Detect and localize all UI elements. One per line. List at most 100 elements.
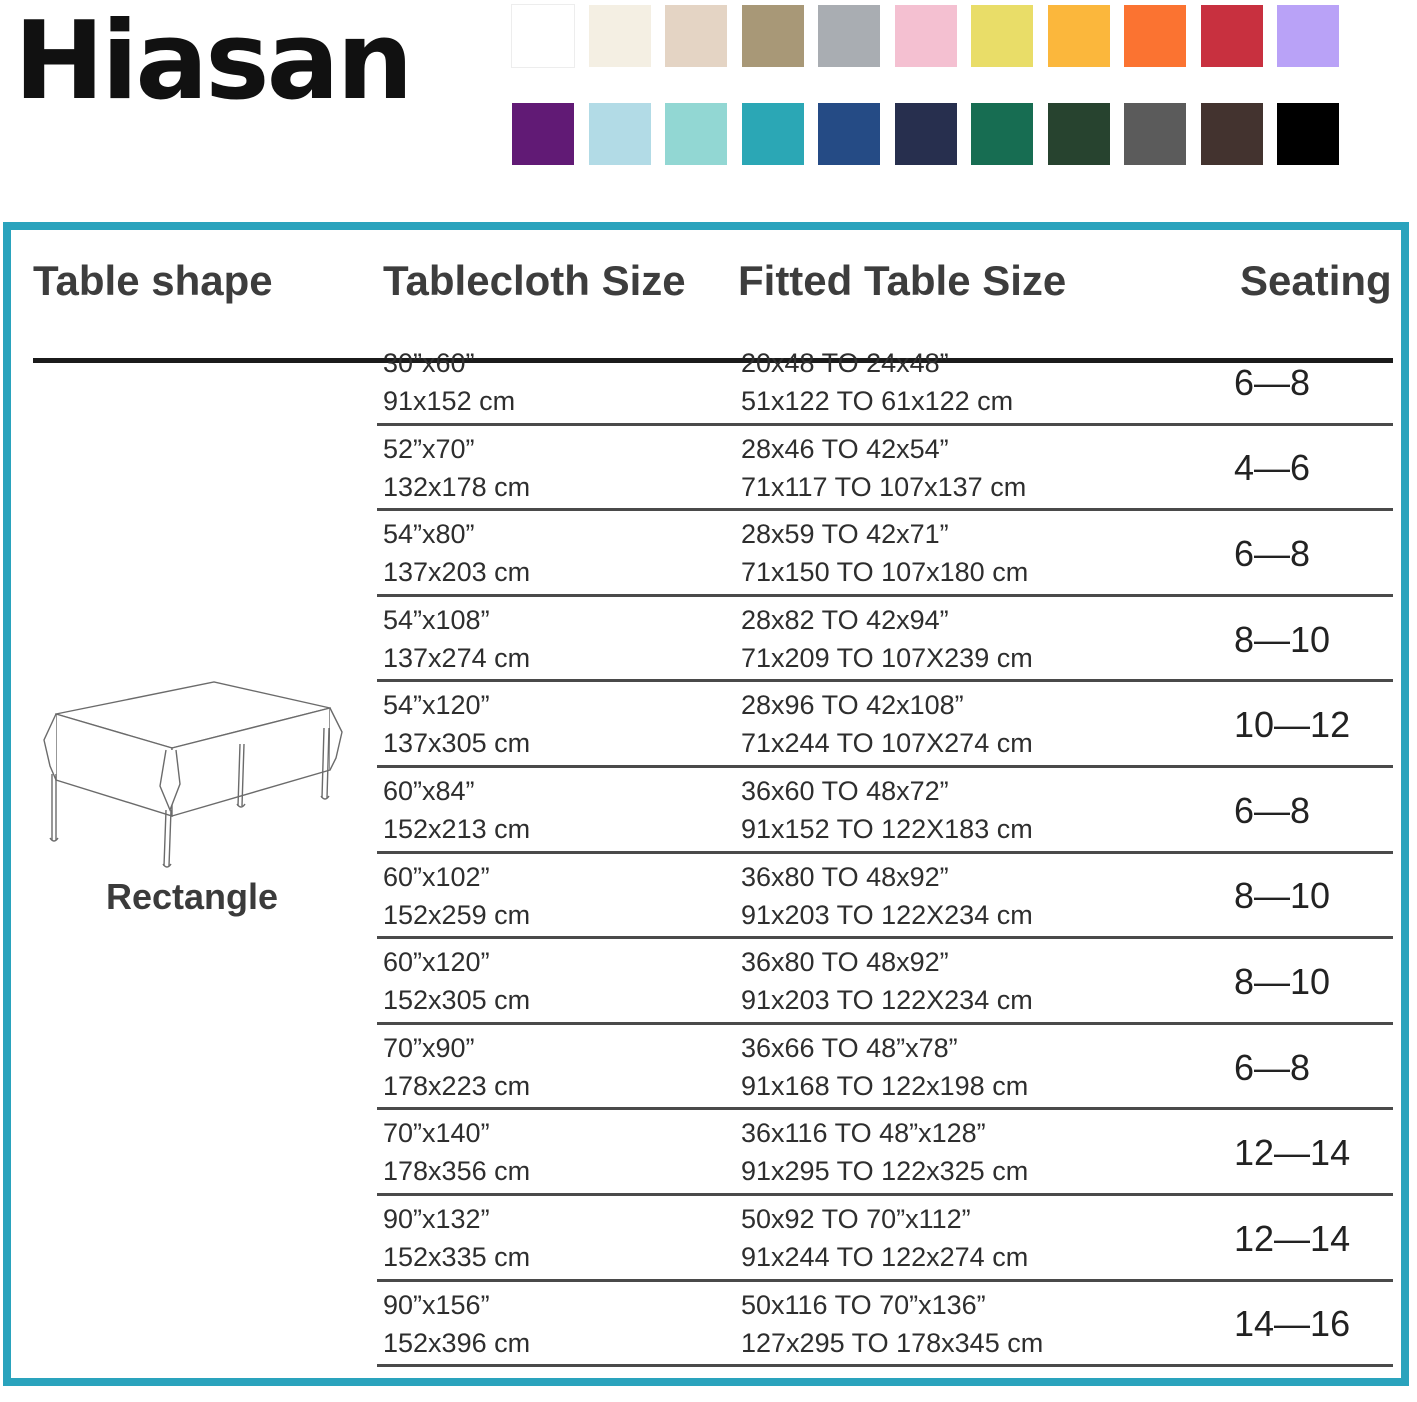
- cell-seating: 6—8: [1234, 532, 1311, 574]
- table-shape-cell: Rectangle: [17, 670, 367, 960]
- cell-tablecloth-size: 52”x70” 132x178 cm: [383, 430, 530, 506]
- fitted-table-size-inches: 36x60 TO 48x72”: [741, 775, 949, 806]
- column-header-tablecloth-size: Tablecloth Size: [383, 257, 686, 304]
- color-swatch-aqua[interactable]: [665, 103, 727, 165]
- tablecloth-size-cm: 137x305 cm: [383, 728, 531, 759]
- cell-seating: 6—8: [1234, 361, 1311, 403]
- table-row: 60”x120” 152x305 cm 36x80 TO 48x92” 91x203 …: [11, 939, 1401, 1025]
- color-swatch-row-1: [512, 5, 1417, 67]
- size-chart-rows: 30”x60” 91x152 cm 20x48 TO 24x48” 51x122 TO…: [11, 340, 1401, 1368]
- table-row: 60”x102” 152x259 cm 36x80 TO 48x92” 91x203 …: [11, 854, 1401, 940]
- fitted-table-size-cm: 71x117 TO 107x137 cm: [741, 471, 1027, 502]
- cell-tablecloth-size: 30”x60” 91x152 cm: [383, 344, 515, 420]
- tablecloth-size-inches: 30”x60”: [383, 348, 475, 378]
- fitted-table-size-inches: 28x59 TO 42x71”: [741, 519, 949, 550]
- row-divider: [377, 764, 1393, 768]
- row-divider: [377, 1364, 1393, 1368]
- row-divider: [377, 679, 1393, 683]
- cell-tablecloth-size: 54”x120” 137x305 cm: [383, 686, 530, 762]
- fitted-table-size-cm: 91x203 TO 122X234 cm: [741, 899, 1033, 930]
- color-swatch-panel: [512, 4, 1417, 170]
- fitted-table-size-inches: 36x80 TO 48x92”: [741, 861, 949, 892]
- fitted-table-size-inches: 28x96 TO 42x108”: [741, 690, 964, 721]
- table-row: 90”x156” 152x396 cm 50x116 TO 70”x136” 127x…: [11, 1282, 1401, 1368]
- color-swatch-light-blue[interactable]: [588, 103, 651, 165]
- cell-seating: 8—10: [1234, 875, 1331, 917]
- tablecloth-size-inches: 90”x132”: [383, 1203, 490, 1234]
- color-swatch-taupe[interactable]: [741, 5, 804, 67]
- rectangle-table-illustration: [43, 681, 343, 868]
- color-swatch-navy-blue[interactable]: [818, 103, 880, 165]
- row-divider: [377, 508, 1393, 512]
- tablecloth-size-cm: 152x213 cm: [383, 813, 531, 844]
- cell-tablecloth-size: 60”x120” 152x305 cm: [383, 943, 530, 1019]
- tablecloth-size-cm: 178x356 cm: [383, 1156, 531, 1187]
- color-swatch-silver-gray[interactable]: [818, 5, 880, 67]
- cell-fitted-table-size: 20x48 TO 24x48” 51x122 TO 61x122 cm: [741, 344, 1013, 420]
- fitted-table-size-inches: 28x82 TO 42x94”: [741, 604, 949, 635]
- cell-tablecloth-size: 70”x90” 178x223 cm: [383, 1029, 530, 1105]
- chart-column-headers: Table shape Tablecloth Size Fitted Table…: [11, 257, 1401, 363]
- row-divider: [377, 593, 1393, 597]
- table-row: 70”x90” 178x223 cm 36x66 TO 48”x78” 91x168 …: [11, 1025, 1401, 1111]
- color-swatch-black[interactable]: [1277, 103, 1339, 165]
- color-swatch-lavender[interactable]: [1277, 5, 1339, 67]
- cell-fitted-table-size: 28x59 TO 42x71” 71x150 TO 107x180 cm: [741, 515, 1028, 591]
- color-swatch-orange[interactable]: [1124, 5, 1186, 67]
- color-swatch-red[interactable]: [1200, 5, 1263, 67]
- fitted-table-size-cm: 71x150 TO 107x180 cm: [741, 557, 1029, 588]
- table-row: 90”x132” 152x335 cm 50x92 TO 70”x112” 91x24…: [11, 1196, 1401, 1282]
- cell-tablecloth-size: 90”x132” 152x335 cm: [383, 1200, 530, 1276]
- table-row: 54”x120” 137x305 cm 28x96 TO 42x108” 71x244…: [11, 682, 1401, 768]
- tablecloth-size-cm: 132x178 cm: [383, 471, 531, 502]
- cell-fitted-table-size: 28x96 TO 42x108” 71x244 TO 107X274 cm: [741, 686, 1033, 762]
- cell-fitted-table-size: 36x60 TO 48x72” 91x152 TO 122X183 cm: [741, 772, 1033, 848]
- fitted-table-size-inches: 36x80 TO 48x92”: [741, 947, 949, 978]
- color-swatch-white[interactable]: [512, 5, 574, 67]
- color-swatch-ivory[interactable]: [588, 5, 651, 67]
- cell-fitted-table-size: 28x82 TO 42x94” 71x209 TO 107X239 cm: [741, 601, 1033, 677]
- fitted-table-size-cm: 91x168 TO 122x198 cm: [741, 1070, 1029, 1101]
- table-row: 54”x108” 137x274 cm 28x82 TO 42x94” 71x209 …: [11, 597, 1401, 683]
- color-swatch-blush-pink[interactable]: [894, 5, 957, 67]
- table-row: 70”x140” 178x356 cm 36x116 TO 48”x128” 91x2…: [11, 1110, 1401, 1196]
- fitted-table-size-cm: 71x244 TO 107X274 cm: [741, 728, 1033, 759]
- fitted-table-size-inches: 36x66 TO 48”x78”: [741, 1032, 958, 1063]
- cell-seating: 4—6: [1234, 447, 1311, 489]
- color-swatch-teal[interactable]: [741, 103, 804, 165]
- tablecloth-size-inches: 54”x80”: [383, 519, 475, 550]
- color-swatch-beige[interactable]: [665, 5, 727, 67]
- color-swatch-dark-green[interactable]: [1047, 103, 1110, 165]
- color-swatch-charcoal-gray[interactable]: [1124, 103, 1186, 165]
- column-header-table-shape: Table shape: [33, 257, 273, 304]
- color-swatch-pale-yellow[interactable]: [971, 5, 1033, 67]
- cell-fitted-table-size: 36x66 TO 48”x78” 91x168 TO 122x198 cm: [741, 1029, 1028, 1105]
- color-swatch-midnight-navy[interactable]: [894, 103, 957, 165]
- color-swatch-row-2: [512, 103, 1417, 165]
- tablecloth-size-cm: 137x203 cm: [383, 557, 531, 588]
- cell-seating: 10—12: [1234, 704, 1351, 746]
- tablecloth-size-inches: 60”x84”: [383, 775, 475, 806]
- color-swatch-dark-brown[interactable]: [1200, 103, 1263, 165]
- tablecloth-size-cm: 152x305 cm: [383, 985, 531, 1016]
- color-swatch-golden-yellow[interactable]: [1047, 5, 1110, 67]
- row-divider: [377, 422, 1393, 426]
- cell-seating: 8—10: [1234, 960, 1331, 1002]
- table-row: 52”x70” 132x178 cm 28x46 TO 42x54” 71x117 T…: [11, 426, 1401, 512]
- fitted-table-size-cm: 91x295 TO 122x325 cm: [741, 1156, 1029, 1187]
- tablecloth-size-inches: 70”x140”: [383, 1118, 490, 1149]
- color-swatch-purple[interactable]: [512, 103, 574, 165]
- cell-seating: 8—10: [1234, 618, 1331, 660]
- cell-fitted-table-size: 28x46 TO 42x54” 71x117 TO 107x137 cm: [741, 430, 1026, 506]
- table-row: 30”x60” 91x152 cm 20x48 TO 24x48” 51x122 TO…: [11, 340, 1401, 426]
- tablecloth-size-inches: 60”x102”: [383, 861, 490, 892]
- cell-seating: 6—8: [1234, 789, 1311, 831]
- tablecloth-size-cm: 152x335 cm: [383, 1241, 531, 1272]
- tablecloth-size-inches: 52”x70”: [383, 433, 475, 464]
- row-divider: [377, 850, 1393, 854]
- header-divider: [33, 358, 1393, 363]
- color-swatch-emerald-green[interactable]: [971, 103, 1033, 165]
- size-chart-card: Table shape Tablecloth Size Fitted Table…: [3, 222, 1409, 1386]
- row-divider: [377, 1107, 1393, 1111]
- brand-logo: Hiasan: [14, 0, 413, 124]
